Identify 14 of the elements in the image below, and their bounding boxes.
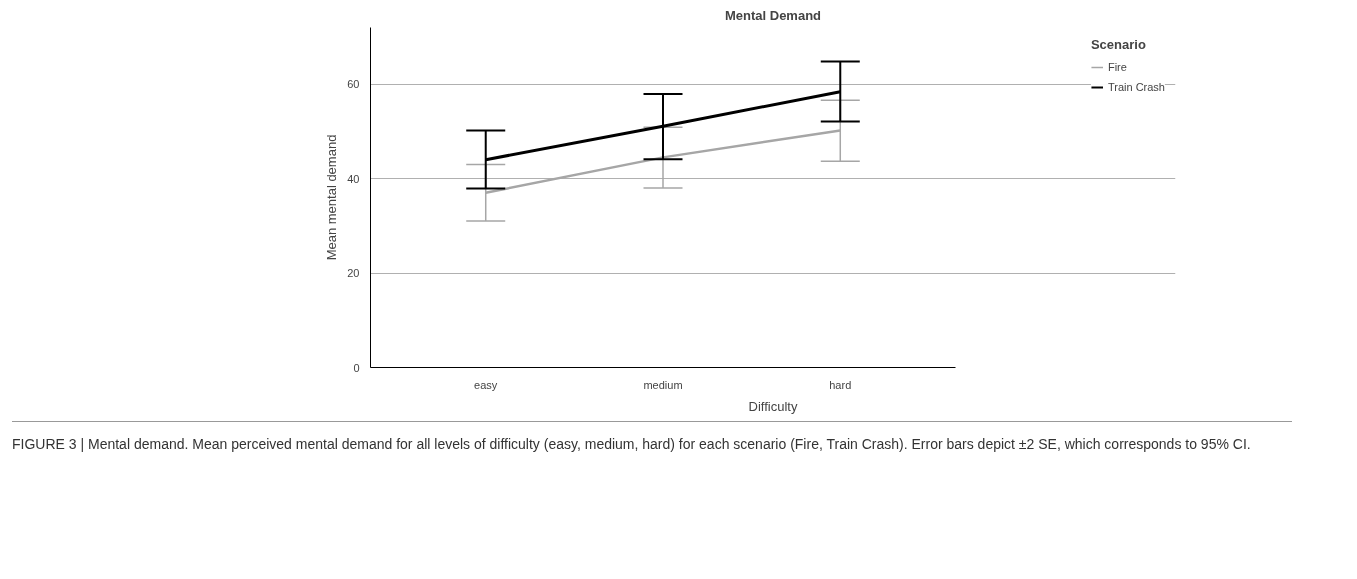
y-tick-label: 0 bbox=[353, 361, 360, 374]
x-axis-title: Difficulty bbox=[748, 398, 798, 414]
y-tick-label: 40 bbox=[347, 172, 360, 185]
y-axis-title: Mean mental demand bbox=[324, 134, 340, 261]
x-tick-label: easy bbox=[474, 378, 498, 391]
caption: FIGURE 3 | Mental demand. Mean perceived mental demand for all levels of difficulty (easy, medium, hard) for each scenario (Fire, Train Crash). Error bars depict ±2 SE, which corresponds to 95% CI. bbox=[12, 435, 1251, 454]
y-tick-label: 60 bbox=[347, 78, 360, 91]
y-tick-label: 20 bbox=[347, 267, 360, 280]
chart-title: Mental Demand bbox=[724, 7, 822, 23]
legend-label: Train Crash bbox=[1107, 81, 1165, 93]
x-tick-label: hard bbox=[829, 378, 852, 391]
legend-label: Fire bbox=[1107, 61, 1128, 73]
x-tick-label: medium bbox=[643, 378, 683, 391]
legend-title: Scenario bbox=[1090, 37, 1147, 52]
